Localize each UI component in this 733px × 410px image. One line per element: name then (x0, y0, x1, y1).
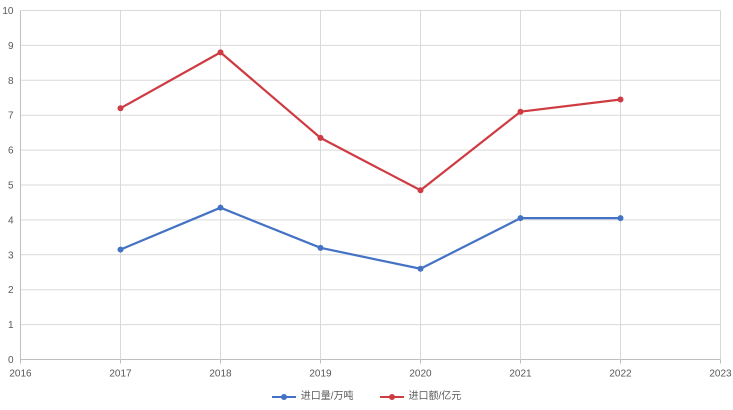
x-tick-label: 2016 (9, 369, 32, 380)
y-tick-label: 4 (8, 215, 14, 226)
series-marker-1 (317, 134, 324, 141)
legend-label: 进口量/万吨 (300, 391, 354, 402)
x-tick-label: 2021 (509, 369, 532, 380)
x-tick-label: 2020 (409, 369, 432, 380)
series-marker-1 (617, 96, 624, 103)
chart-plot-area: 0 1 2 3 4 5 6 7 8 9 10 2016 2017 2018 2019 2020 2021 2022… (2, 6, 732, 380)
x-tick-label: 2023 (709, 369, 732, 380)
x-tick-label: 2018 (209, 369, 232, 380)
series-line-0 (119, 206, 622, 270)
series-marker-1 (517, 108, 524, 115)
y-tick-label: 8 (8, 76, 14, 87)
legend-item-0: 进口量/万吨 (271, 391, 354, 402)
legend-line-marker-icon (379, 392, 404, 402)
chart-legend: 进口量/万吨 进口额/亿元 (0, 386, 733, 408)
series-line-1 (119, 51, 622, 192)
y-tick-label: 3 (8, 250, 14, 261)
legend-item-1: 进口额/亿元 (379, 391, 462, 402)
series-marker-0 (617, 215, 624, 222)
series-marker-0 (117, 246, 124, 253)
y-tick-label: 9 (8, 41, 14, 52)
y-tick-label: 0 (8, 355, 14, 366)
series-marker-1 (117, 105, 124, 112)
series-marker-1 (417, 187, 424, 194)
y-tick-label: 2 (8, 285, 14, 296)
series-marker-0 (317, 244, 324, 251)
legend-line-marker-icon (271, 392, 296, 402)
y-tick-label: 5 (8, 181, 14, 192)
y-tick-label: 10 (2, 6, 14, 17)
x-tick-label: 2017 (109, 369, 132, 380)
series-marker-0 (517, 215, 524, 222)
y-tick-label: 6 (8, 146, 14, 157)
series-marker-0 (217, 204, 224, 211)
y-tick-label: 1 (8, 320, 14, 331)
y-tick-label: 7 (8, 111, 14, 122)
x-tick-label: 2022 (609, 369, 632, 380)
chart-svg: 0 1 2 3 4 5 6 7 8 9 10 2016 2017 2018 2019 2020 2021 2022… (2, 6, 732, 380)
series-marker-0 (417, 265, 424, 272)
legend-label: 进口额/亿元 (408, 391, 462, 402)
x-tick-label: 2019 (309, 369, 332, 380)
series-marker-1 (217, 49, 224, 56)
